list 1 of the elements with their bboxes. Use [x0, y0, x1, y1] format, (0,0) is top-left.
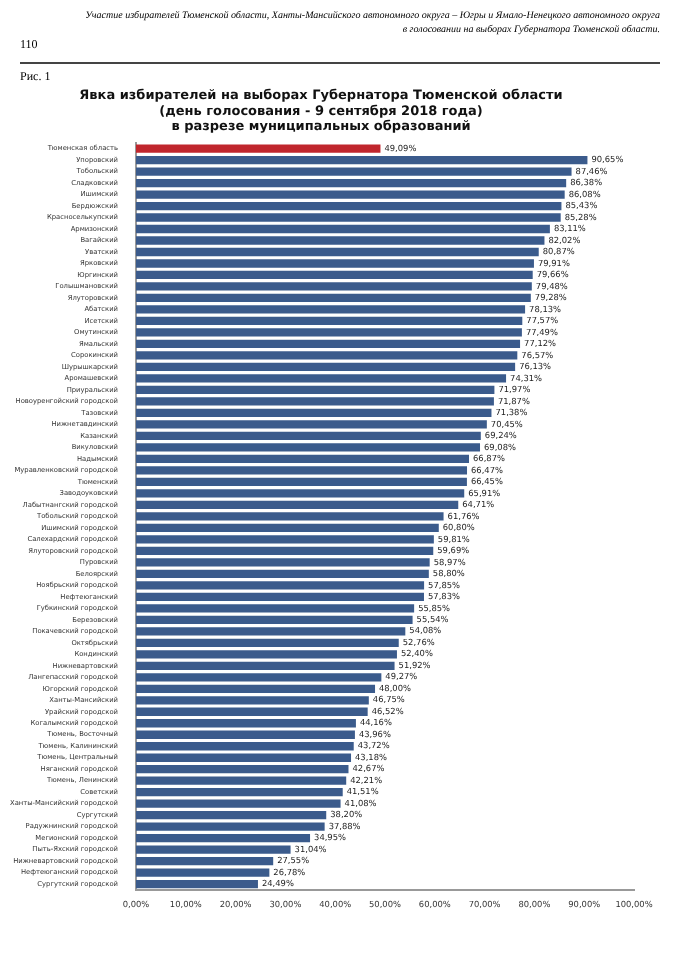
bar: [136, 144, 381, 153]
